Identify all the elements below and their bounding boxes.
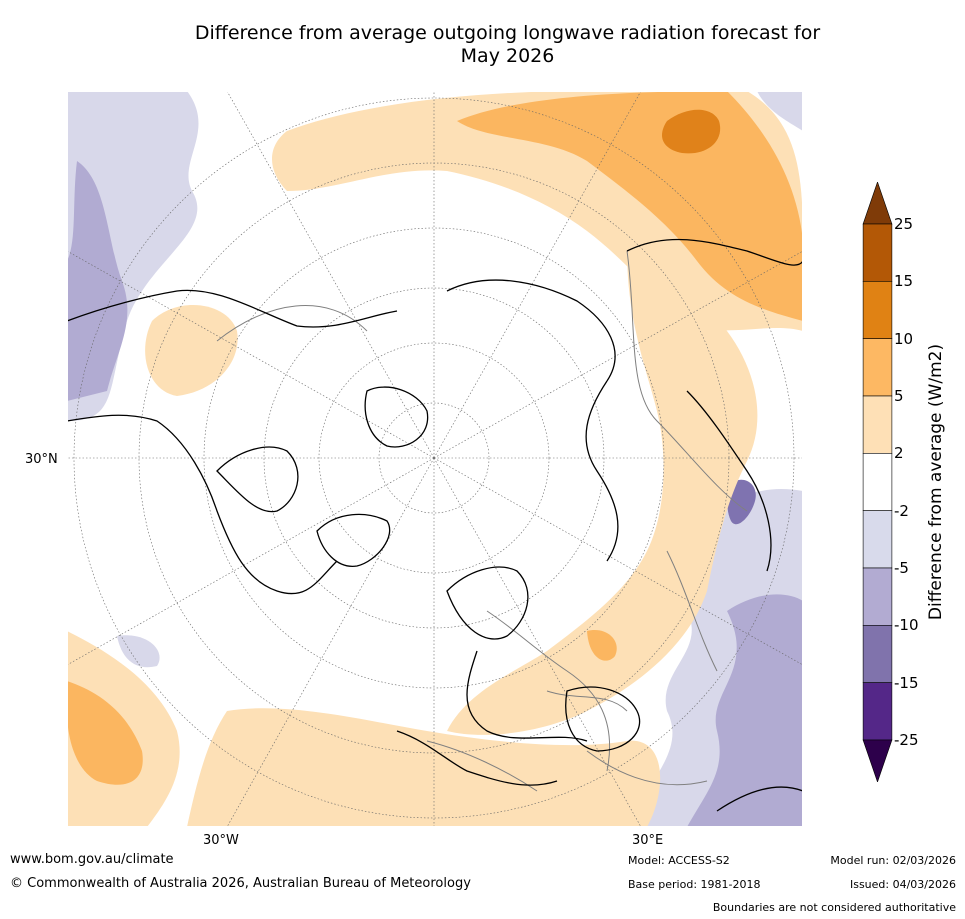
colorbar-bin bbox=[862, 182, 893, 225]
anomaly-neg-core bbox=[727, 479, 756, 525]
country-borders bbox=[216, 250, 748, 792]
colorbar-tick-label: 10 bbox=[894, 329, 914, 348]
anomaly-pos-south-band bbox=[187, 708, 661, 827]
colorbar bbox=[862, 182, 893, 782]
anomaly-neg-east-strong bbox=[687, 594, 803, 827]
colorbar-bin bbox=[862, 567, 893, 626]
footer-copyright: © Commonwealth of Australia 2026, Austra… bbox=[10, 876, 471, 891]
footer-model-run: Model run: 02/03/2026 bbox=[830, 854, 956, 867]
colorbar-tick-label: -10 bbox=[894, 616, 919, 635]
coastlines bbox=[67, 238, 803, 812]
colorbar-bin bbox=[862, 338, 893, 397]
anomaly-neg-northwest-strong bbox=[67, 161, 128, 401]
anomaly-pos-southwest-core bbox=[67, 681, 143, 785]
map-title-line1: Difference from average outgoing longwav… bbox=[194, 22, 821, 44]
footer-disclaimer: Boundaries are not considered authoritat… bbox=[712, 901, 956, 914]
colorbar-bin bbox=[862, 453, 893, 511]
colorbar-bin bbox=[862, 510, 893, 569]
footer-url: www.bom.gov.au/climate bbox=[10, 852, 174, 867]
anomaly-pos-north-peak bbox=[662, 109, 721, 154]
lon-label-30w: 30°W bbox=[203, 833, 239, 848]
footer-issued: Issued: 04/03/2026 bbox=[849, 878, 956, 891]
colorbar-tick-label: 15 bbox=[894, 272, 914, 291]
footer-base-period: Base period: 1981-2018 bbox=[628, 878, 761, 891]
anomaly-pos-southeast-core bbox=[587, 630, 617, 661]
map-title-line2: May 2026 bbox=[460, 45, 555, 67]
colorbar-tick-label: -2 bbox=[894, 501, 909, 520]
colorbar-bin bbox=[862, 395, 893, 454]
map-title: Difference from average outgoing longwav… bbox=[150, 22, 865, 68]
colorbar-tick-label: -5 bbox=[894, 559, 909, 577]
colorbar-bin bbox=[862, 739, 893, 782]
lon-label-30e: 30°E bbox=[632, 833, 664, 848]
polar-map bbox=[67, 91, 803, 827]
colorbar-tick-label: -15 bbox=[894, 673, 919, 692]
anomaly-pos-west-patch bbox=[145, 304, 238, 396]
colorbar-tick-label: 2 bbox=[894, 444, 904, 463]
colorbar-bin bbox=[862, 223, 893, 282]
footer-model: Model: ACCESS-S2 bbox=[628, 854, 730, 867]
colorbar-bin bbox=[862, 281, 893, 339]
anomaly-pos-north-core bbox=[457, 91, 803, 321]
anomaly-neg-top-right bbox=[757, 91, 803, 131]
colorbar-bin bbox=[862, 682, 893, 741]
colorbar-tick-label: -25 bbox=[894, 731, 919, 749]
anomaly-pos-east-band bbox=[447, 251, 758, 735]
colorbar-tick-label: 25 bbox=[894, 215, 914, 233]
colorbar-title: Difference from average (W/m2) bbox=[926, 343, 946, 621]
lat-label-30n: 30°N bbox=[25, 452, 58, 467]
colorbar-bins bbox=[862, 182, 893, 782]
graticule bbox=[67, 91, 803, 827]
anomaly-neg-small bbox=[117, 635, 160, 668]
colorbar-tick-label: 5 bbox=[894, 387, 904, 405]
colorbar-bin bbox=[862, 625, 893, 683]
